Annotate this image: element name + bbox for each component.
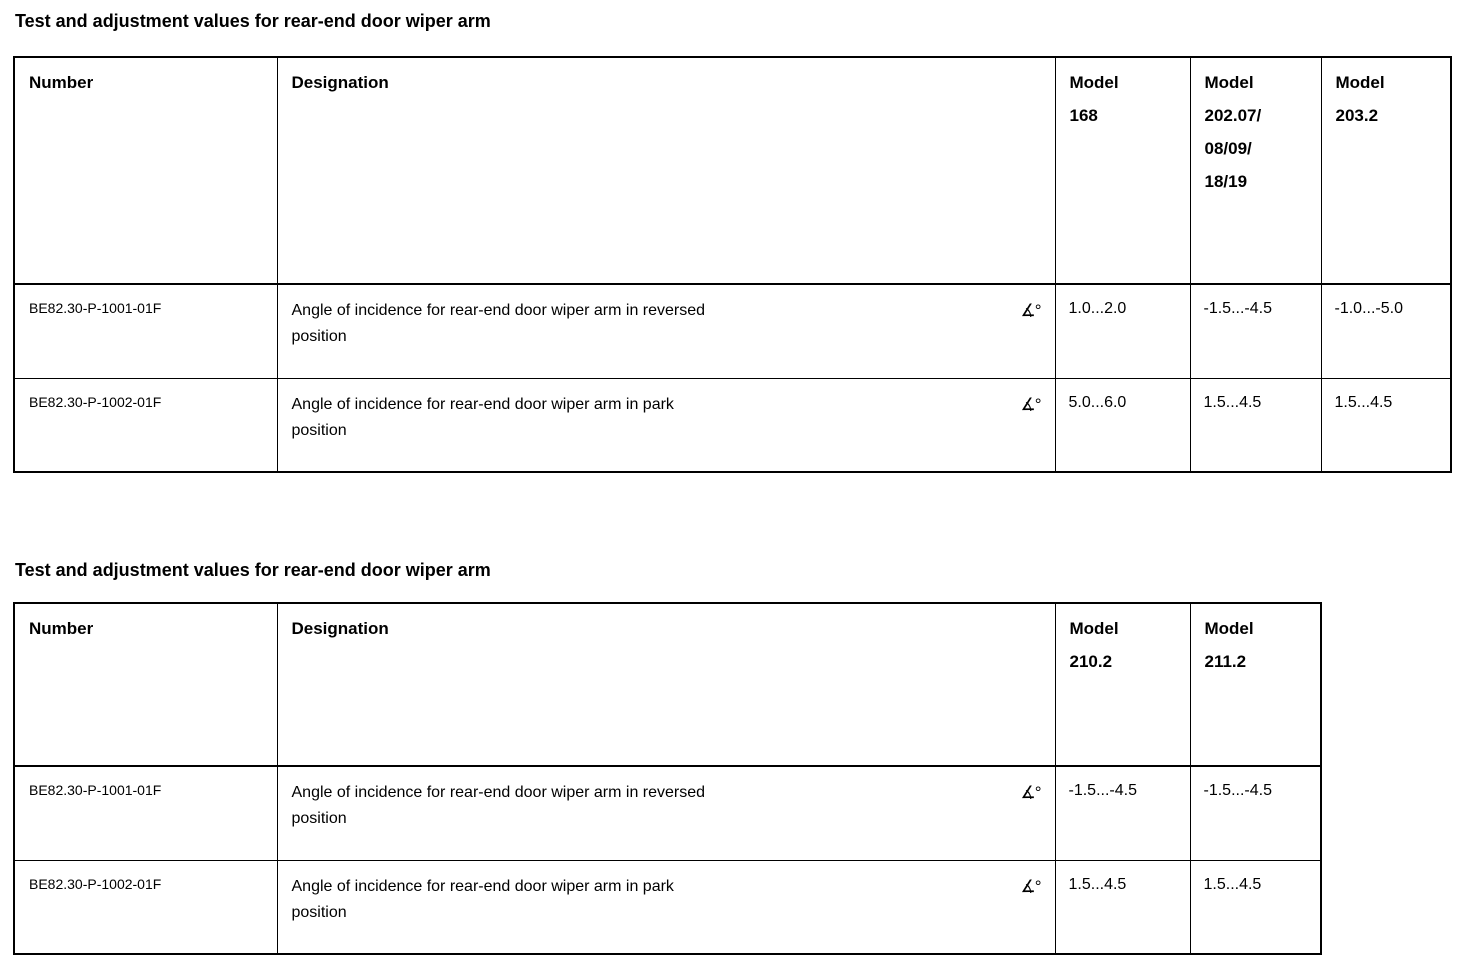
value-model-168: 1.0...2.0	[1054, 283, 1191, 379]
column-header-model-211: Model 211.2	[1189, 602, 1322, 767]
column-header-model-203: Model 203.2	[1320, 56, 1452, 285]
column-header-designation: Designation	[276, 602, 1056, 767]
value-model-203: -1.0...-5.0	[1320, 283, 1452, 379]
table-row: BE82.30-P-1002-01F Angle of incidence fo…	[13, 859, 1322, 955]
angle-degree-icon: ∡°	[1020, 394, 1041, 414]
designation-text: Angle of incidence for rear-end door wip…	[291, 302, 706, 345]
designation-cell: Angle of incidence for rear-end door wip…	[276, 765, 1056, 861]
value-model-203: 1.5...4.5	[1320, 377, 1452, 473]
table-row: BE82.30-P-1001-01F Angle of incidence fo…	[13, 283, 1452, 379]
column-header-designation: Designation	[276, 56, 1056, 285]
designation-cell: Angle of incidence for rear-end door wip…	[276, 283, 1056, 379]
values-table-models-210-211: Number Designation Model 210.2 Model 211…	[13, 602, 1322, 955]
header-row: Number Designation Model 168 Model 202.0…	[13, 56, 1452, 285]
value-model-202: -1.5...-4.5	[1189, 283, 1322, 379]
column-header-number: Number	[13, 602, 278, 767]
document-number: BE82.30-P-1002-01F	[13, 859, 278, 955]
document-number: BE82.30-P-1001-01F	[13, 765, 278, 861]
header-row: Number Designation Model 210.2 Model 211…	[13, 602, 1322, 767]
value-model-168: 5.0...6.0	[1054, 377, 1191, 473]
values-table-models-168-202-203: Number Designation Model 168 Model 202.0…	[13, 56, 1452, 473]
column-header-model-202: Model 202.07/ 08/09/ 18/19	[1189, 56, 1322, 285]
column-header-number: Number	[13, 56, 278, 285]
value-model-210: -1.5...-4.5	[1054, 765, 1191, 861]
wiper-arm-values-section-1: Test and adjustment values for rear-end …	[13, 10, 1472, 473]
value-model-202: 1.5...4.5	[1189, 377, 1322, 473]
section-title: Test and adjustment values for rear-end …	[15, 11, 491, 31]
angle-degree-icon: ∡°	[1020, 876, 1041, 896]
designation-text: Angle of incidence for rear-end door wip…	[291, 877, 674, 921]
angle-degree-icon: ∡°	[1020, 301, 1041, 320]
wiper-arm-values-section-2: Test and adjustment values for rear-end …	[13, 559, 1472, 955]
section-title: Test and adjustment values for rear-end …	[15, 560, 491, 580]
column-header-model-168: Model 168	[1054, 56, 1191, 285]
table-row: BE82.30-P-1002-01F Angle of incidence fo…	[13, 377, 1452, 473]
value-model-210: 1.5...4.5	[1054, 859, 1191, 955]
table-row: BE82.30-P-1001-01F Angle of incidence fo…	[13, 765, 1322, 861]
column-header-model-210: Model 210.2	[1054, 602, 1191, 767]
document-number: BE82.30-P-1001-01F	[13, 283, 278, 379]
designation-cell: Angle of incidence for rear-end door wip…	[276, 377, 1056, 473]
value-model-211: -1.5...-4.5	[1189, 765, 1322, 861]
designation-cell: Angle of incidence for rear-end door wip…	[276, 859, 1056, 955]
designation-text: Angle of incidence for rear-end door wip…	[291, 784, 706, 827]
value-model-211: 1.5...4.5	[1189, 859, 1322, 955]
document-number: BE82.30-P-1002-01F	[13, 377, 278, 473]
designation-text: Angle of incidence for rear-end door wip…	[291, 395, 674, 439]
angle-degree-icon: ∡°	[1020, 783, 1041, 802]
